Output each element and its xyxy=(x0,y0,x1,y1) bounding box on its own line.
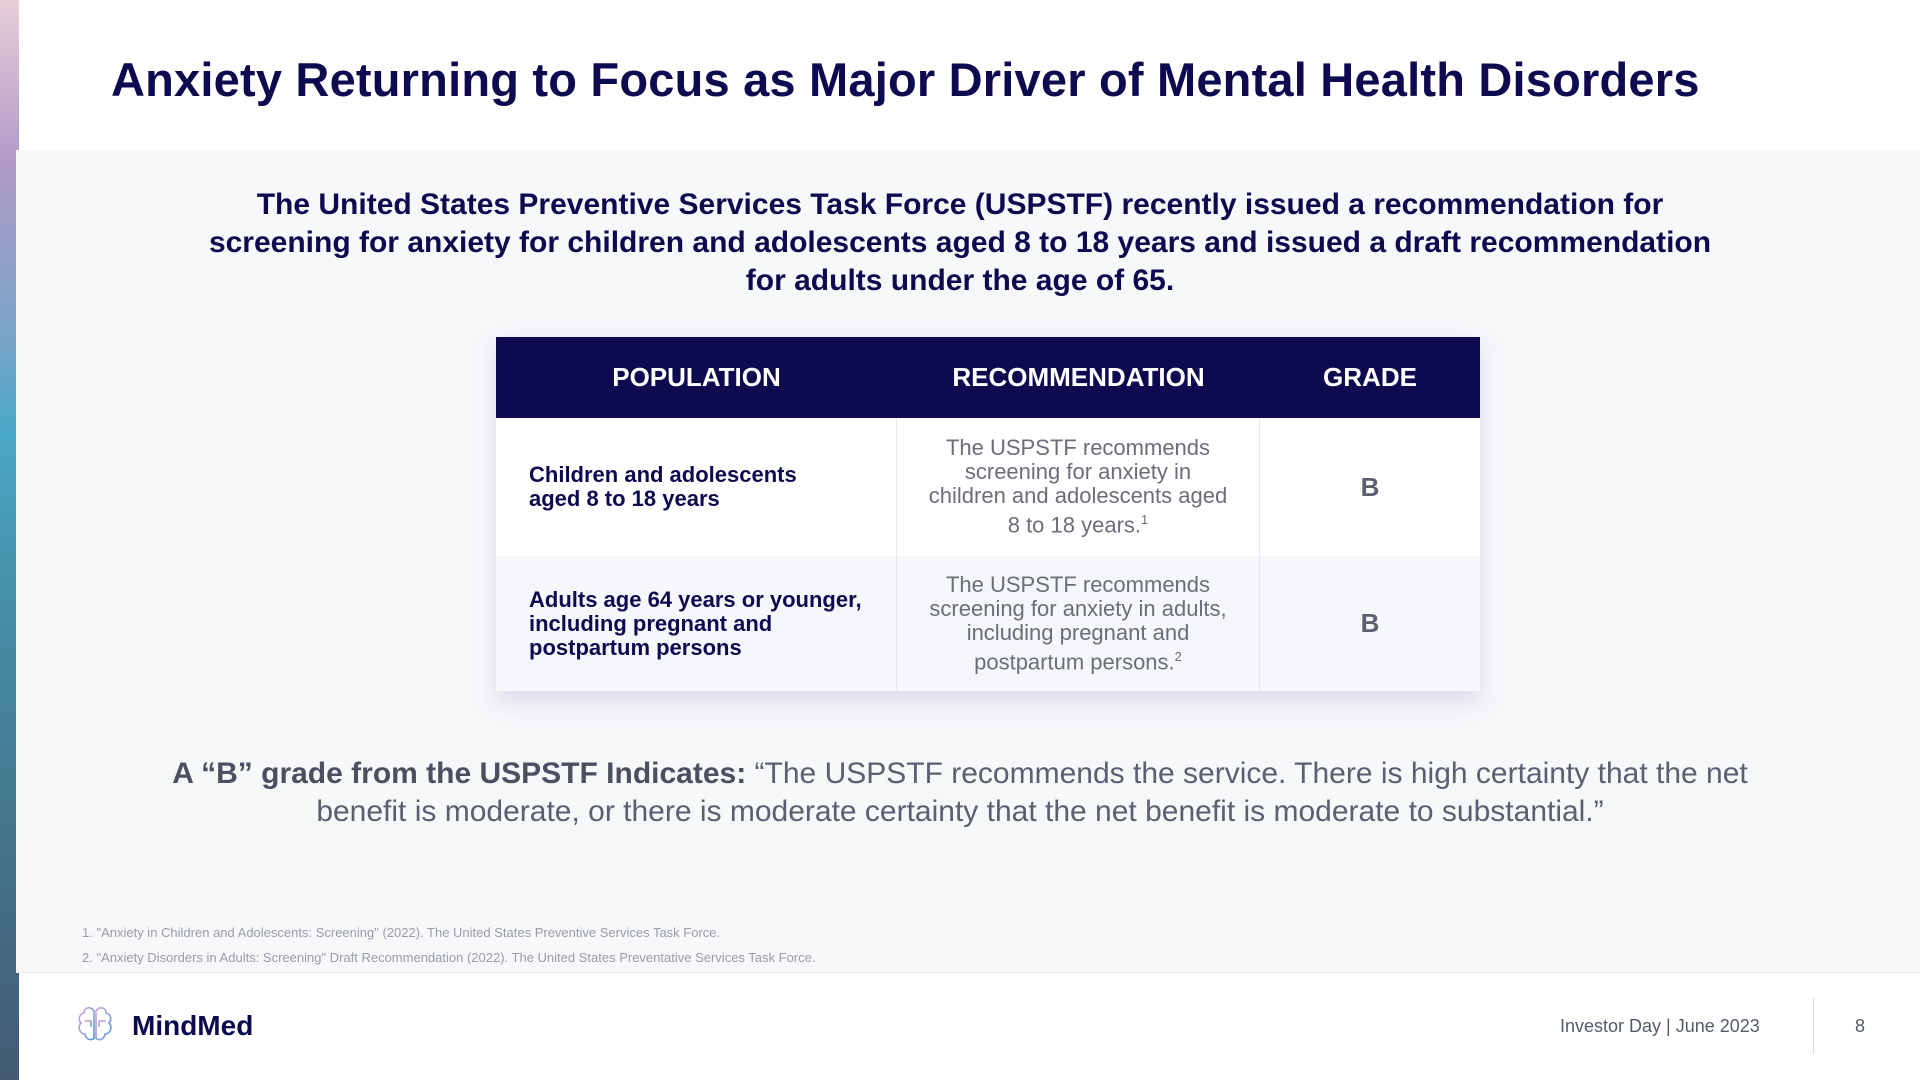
recommendation-text: The USPSTF recommends screening for anxi… xyxy=(929,571,1227,675)
table-row: Children and adolescents aged 8 to 18 ye… xyxy=(496,418,1480,556)
grade-definition-lead: A “B” grade from the USPSTF Indicates: xyxy=(172,757,747,790)
grade-cell: B xyxy=(1360,471,1380,502)
grade-cell: B xyxy=(1360,608,1380,638)
brand-name: MindMed xyxy=(132,1010,254,1041)
population-text: Adults age 64 years or younger, includin… xyxy=(529,586,862,660)
footnotes: 1. "Anxiety in Children and Adolescents:… xyxy=(82,920,815,970)
header-population: POPULATION xyxy=(612,362,781,392)
header-grade: GRADE xyxy=(1323,362,1417,392)
recommendation-text: The USPSTF recommends screening for anxi… xyxy=(928,435,1228,538)
gradient-side-bar xyxy=(0,0,19,1080)
recommendation-cell: The USPSTF recommends screening for anxi… xyxy=(897,418,1260,556)
population-cell: Children and adolescents aged 8 to 18 ye… xyxy=(496,418,897,556)
header-recommendation: RECOMMENDATION xyxy=(952,362,1205,392)
event-label: Investor Day | June 2023 xyxy=(1560,1016,1760,1036)
footnote-1: 1. "Anxiety in Children and Adolescents:… xyxy=(82,925,721,940)
grade-definition: A “B” grade from the USPSTF Indicates: “… xyxy=(140,755,1780,831)
footer-divider xyxy=(1813,998,1814,1054)
population-cell: Adults age 64 years or younger, includin… xyxy=(496,556,897,691)
slide-subtitle: The United States Preventive Services Ta… xyxy=(208,188,1712,297)
footnote-2: 2. "Anxiety Disorders in Adults: Screeni… xyxy=(82,950,816,965)
brain-icon xyxy=(78,1007,112,1046)
table-header: POPULATION RECOMMENDATION GRADE xyxy=(496,337,1480,418)
page-number: 8 xyxy=(1855,1016,1866,1036)
footnote-ref: 1 xyxy=(1141,512,1149,528)
population-text: Children and adolescents aged 8 to 18 ye… xyxy=(529,462,797,511)
grade-definition-text: “The USPSTF recommends the service. Ther… xyxy=(316,757,1748,828)
recommendation-cell: The USPSTF recommends screening for anxi… xyxy=(897,556,1260,691)
table-row: Adults age 64 years or younger, includin… xyxy=(496,556,1480,691)
footnote-ref: 2 xyxy=(1174,648,1182,664)
recommendation-table: POPULATION RECOMMENDATION GRADE Children… xyxy=(496,337,1480,691)
slide-title: Anxiety Returning to Focus as Major Driv… xyxy=(111,53,1700,106)
